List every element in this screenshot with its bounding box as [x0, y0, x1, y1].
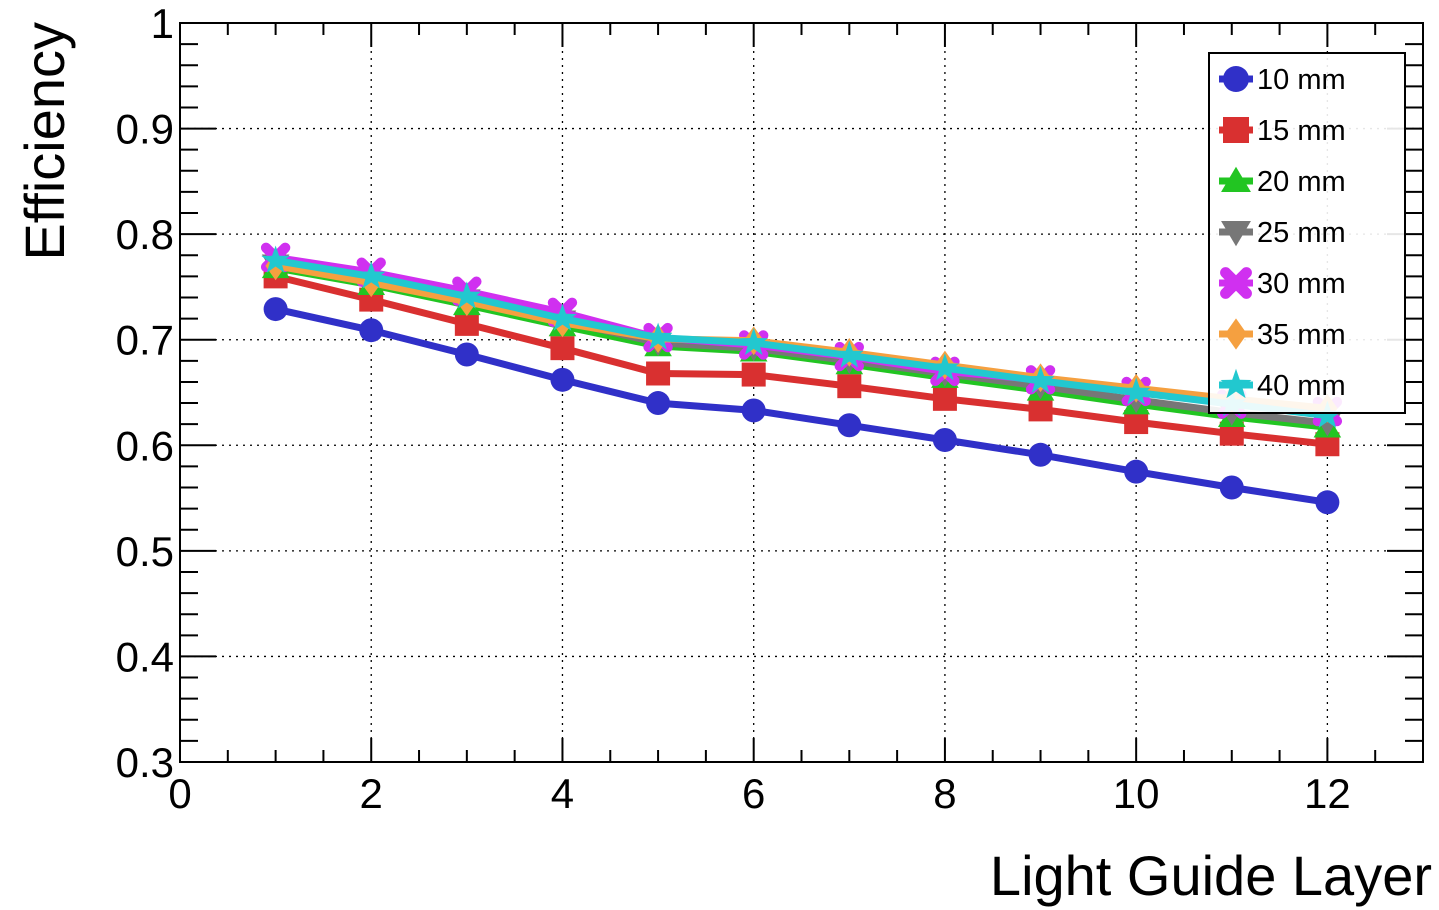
data-point: [646, 361, 670, 385]
data-point: [742, 363, 766, 387]
data-point: [264, 297, 288, 321]
legend-item: 15 mm: [1219, 115, 1346, 147]
data-point: [359, 318, 383, 342]
x-axis-title: Light Guide Layer: [990, 844, 1432, 907]
data-point: [550, 336, 574, 360]
data-point: [742, 398, 766, 422]
data-point: [550, 368, 574, 392]
legend-label: 30 mm: [1257, 268, 1346, 300]
legend-marker: [1223, 66, 1249, 92]
y-tick-label: 0.6: [116, 422, 174, 469]
y-axis-title: Efficiency: [13, 22, 76, 261]
data-point: [933, 428, 957, 452]
legend-marker: [1226, 273, 1247, 294]
legend-label: 20 mm: [1257, 166, 1346, 198]
data-point: [1220, 476, 1244, 500]
y-tick-label: 0.8: [116, 211, 174, 258]
legend-label: 35 mm: [1257, 319, 1346, 351]
y-tick-label: 0.9: [116, 106, 174, 153]
x-tick-label: 6: [742, 770, 765, 817]
legend-label: 40 mm: [1257, 370, 1346, 402]
y-tick-label: 0.7: [116, 317, 174, 364]
data-point: [837, 374, 861, 398]
x-tick-label: 12: [1304, 770, 1351, 817]
x-tick-label: 2: [360, 770, 383, 817]
legend-label: 25 mm: [1257, 217, 1346, 249]
y-tick-label: 0.3: [116, 739, 174, 786]
legend: 10 mm 15 mm 20 mm 25 mm 30 mm 35 mm 40 mm: [1209, 53, 1405, 413]
y-tick-label: 0.5: [116, 528, 174, 575]
x-tick-label: 8: [933, 770, 956, 817]
series-layer: [261, 246, 1341, 515]
data-point: [646, 391, 670, 415]
data-point: [933, 387, 957, 411]
data-point: [1029, 443, 1053, 467]
legend-label: 10 mm: [1257, 64, 1346, 96]
data-point: [1315, 490, 1339, 514]
series-40-mm: [261, 246, 1341, 428]
data-point: [1124, 460, 1148, 484]
y-tick-label: 0.4: [116, 633, 174, 680]
legend-item: 35 mm: [1219, 318, 1346, 351]
legend-item: 10 mm: [1219, 64, 1346, 96]
data-point: [837, 413, 861, 437]
series-line: [276, 257, 1328, 411]
x-tick-label: 4: [551, 770, 574, 817]
y-tick-label: 1: [151, 0, 174, 47]
legend-label: 15 mm: [1257, 115, 1346, 147]
x-tick-label: 10: [1113, 770, 1160, 817]
legend-marker: [1223, 117, 1249, 143]
data-point: [1029, 397, 1053, 421]
data-point: [455, 342, 479, 366]
